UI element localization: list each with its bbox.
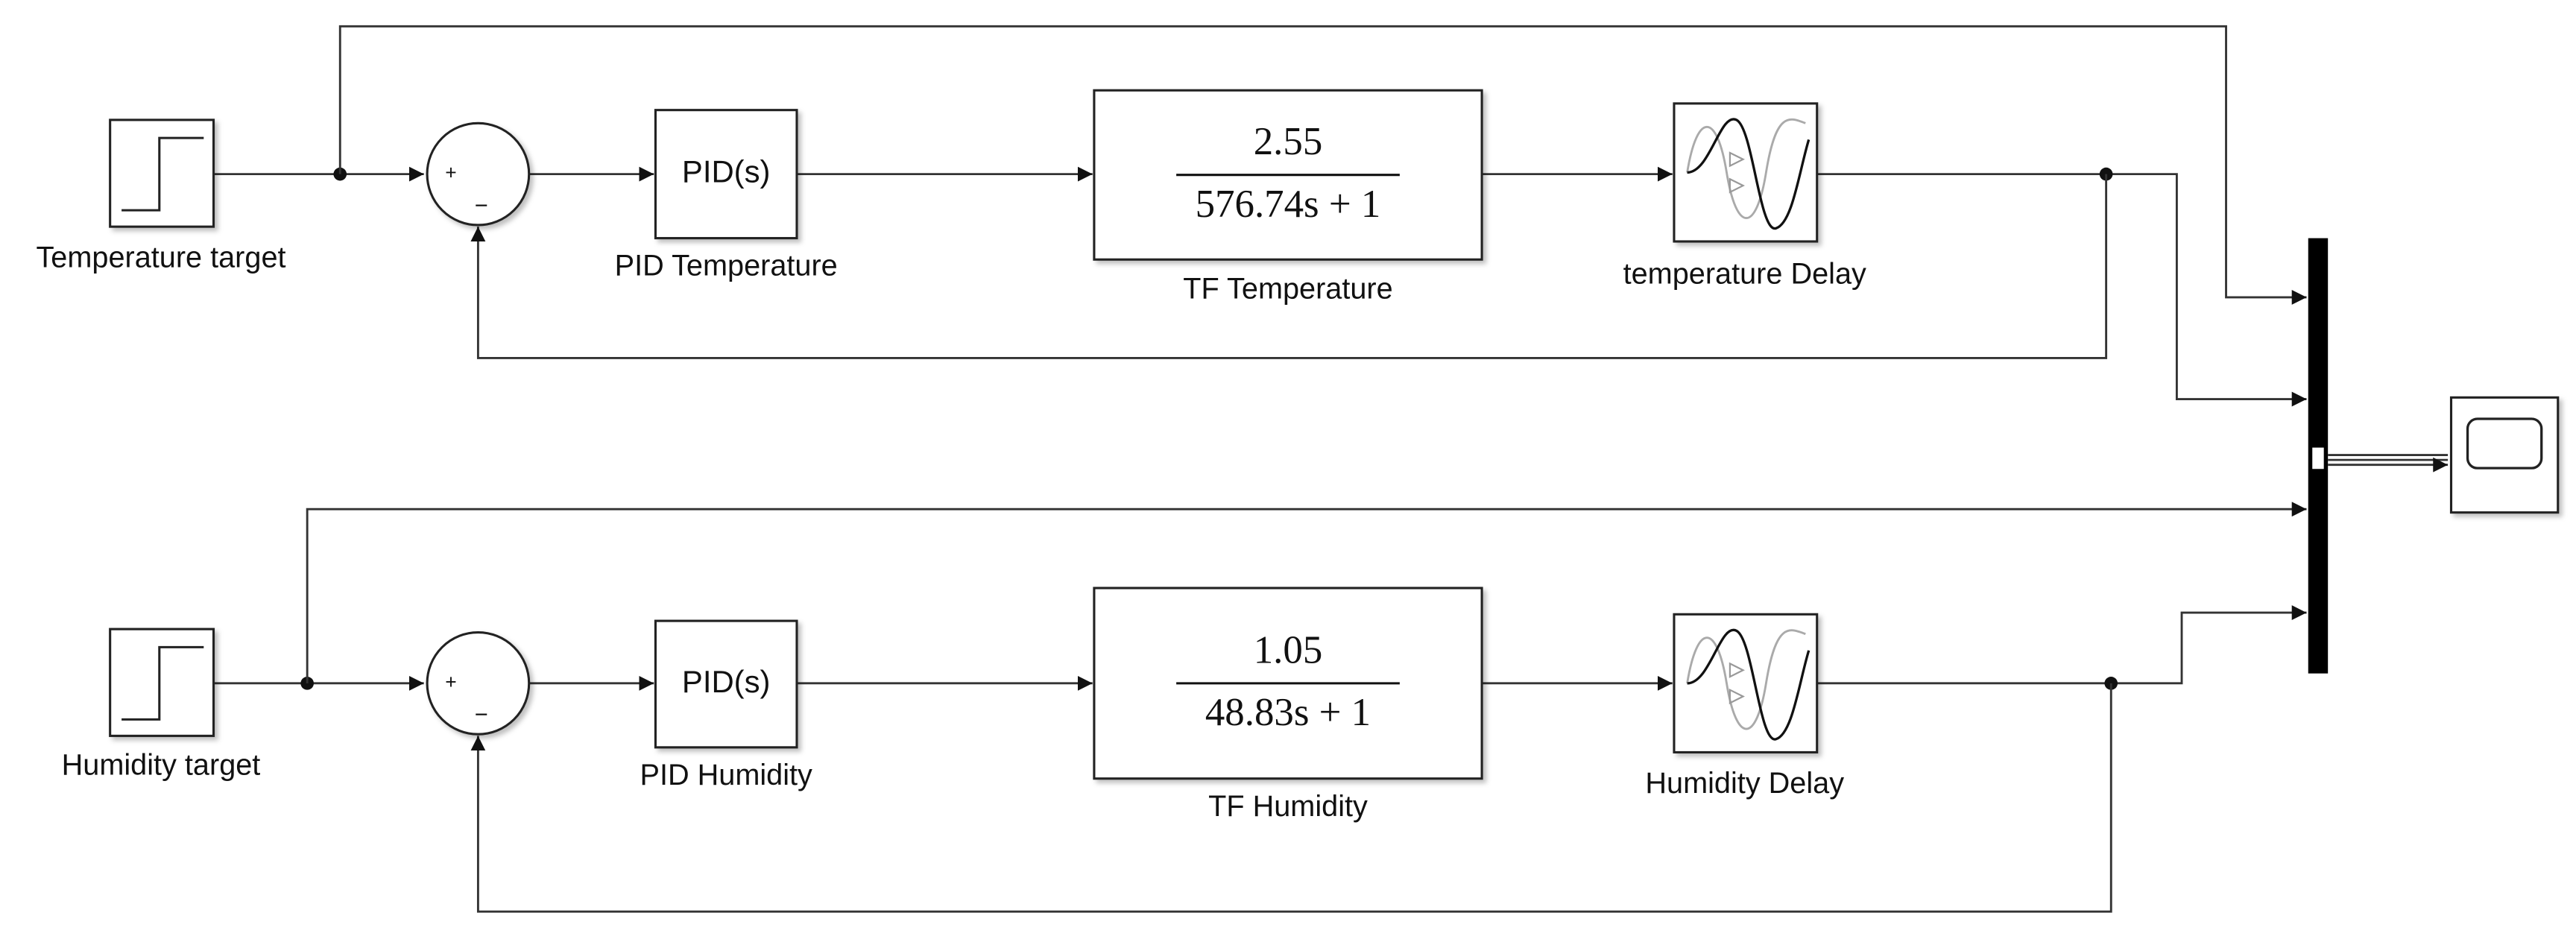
- tf-numerator: 1.05: [1254, 628, 1323, 671]
- delay-block: [1673, 102, 1819, 243]
- tf-label: TF Humidity: [1208, 790, 1368, 823]
- sum-block: [426, 631, 531, 736]
- delay-wave: [1686, 629, 1806, 730]
- delay-wave: [1687, 118, 1811, 230]
- tf-numerator: 2.55: [1254, 120, 1323, 163]
- mux-port: [2311, 446, 2326, 471]
- pid-label: PID Humidity: [640, 759, 813, 791]
- delay-arrows: [1729, 151, 1745, 194]
- wire: [1816, 173, 2307, 407]
- delay-block: [1673, 613, 1819, 753]
- step-icon: [121, 136, 204, 212]
- pid-text: PID(s): [682, 154, 771, 189]
- pid-text: PID(s): [682, 664, 771, 699]
- pid-block: [654, 109, 798, 240]
- delay-label: Humidity Delay: [1645, 767, 1844, 800]
- delay-wave: [1686, 118, 1806, 219]
- scope-screen: [2466, 417, 2543, 470]
- wire: [470, 174, 2108, 359]
- pid-block: [654, 619, 798, 749]
- sum-plus: +: [445, 162, 456, 184]
- sum-minus: −: [475, 701, 488, 727]
- wire: [1816, 605, 2307, 685]
- tf-denominator: 576.74s + 1: [1196, 183, 1381, 226]
- sum-plus: +: [445, 671, 456, 693]
- step-label: Temperature target: [36, 241, 285, 274]
- wire: [470, 683, 2112, 913]
- step-icon: [121, 645, 204, 721]
- delay-arrows: [1729, 662, 1745, 705]
- delay-wave: [1687, 628, 1811, 741]
- step-label: Humidity target: [62, 749, 261, 782]
- bus-wire: [2328, 455, 2448, 465]
- wire: [306, 502, 2307, 683]
- tf-denominator: 48.83s + 1: [1205, 691, 1371, 734]
- tf-label: TF Temperature: [1183, 273, 1392, 306]
- wire: [338, 25, 2307, 305]
- delay-label: temperature Delay: [1623, 258, 1866, 291]
- sum-block: [426, 121, 531, 227]
- pid-label: PID Temperature: [615, 250, 838, 282]
- sum-minus: −: [475, 192, 488, 218]
